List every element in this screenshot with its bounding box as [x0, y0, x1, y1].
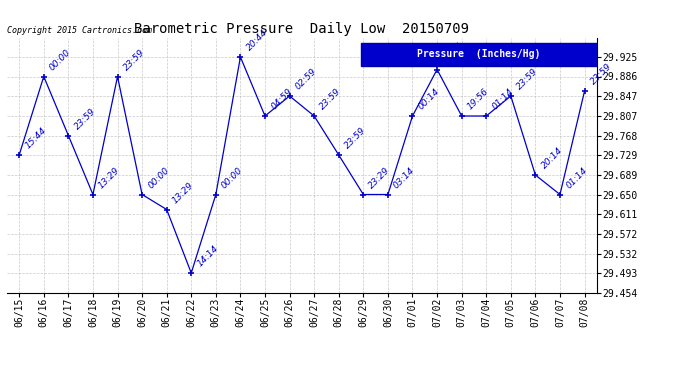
Text: 23:59: 23:59 [318, 87, 343, 112]
Text: 23:29: 23:29 [368, 166, 392, 190]
Text: 00:00: 00:00 [146, 166, 171, 190]
Text: 01:14: 01:14 [564, 166, 589, 190]
Text: 20:44: 20:44 [244, 28, 269, 53]
Text: 01:14: 01:14 [491, 87, 515, 112]
Text: 23:59: 23:59 [515, 67, 540, 92]
Text: 20:14: 20:14 [540, 146, 564, 171]
Text: 13:29: 13:29 [171, 181, 195, 206]
Text: 15:44: 15:44 [23, 126, 48, 151]
Text: 19:56: 19:56 [466, 87, 491, 112]
Text: 03:14: 03:14 [392, 166, 417, 190]
Text: 02:59: 02:59 [294, 67, 319, 92]
Text: 23:59: 23:59 [121, 48, 146, 72]
Text: 00:14: 00:14 [417, 87, 442, 112]
Text: Pressure  (Inches/Hg): Pressure (Inches/Hg) [417, 49, 540, 59]
Text: 14:14: 14:14 [195, 244, 220, 269]
Text: 20:14: 20:14 [441, 40, 466, 65]
Text: Copyright 2015 Cartronics.com: Copyright 2015 Cartronics.com [7, 26, 152, 35]
Text: 00:00: 00:00 [220, 166, 245, 190]
Text: 23:59: 23:59 [72, 106, 97, 131]
Bar [361, 43, 597, 66]
Text: 23:59: 23:59 [589, 62, 613, 87]
Text: 13:29: 13:29 [97, 166, 122, 190]
Title: Barometric Pressure  Daily Low  20150709: Barometric Pressure Daily Low 20150709 [135, 22, 469, 36]
Text: 23:59: 23:59 [343, 126, 368, 151]
Text: 04:59: 04:59 [269, 87, 294, 112]
Text: 00:00: 00:00 [48, 48, 72, 72]
